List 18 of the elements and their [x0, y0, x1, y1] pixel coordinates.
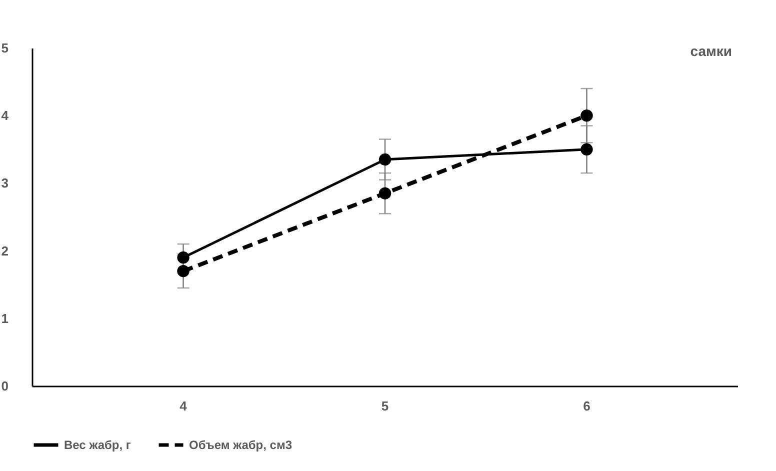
y-tick-label: 5	[1, 40, 8, 56]
point	[177, 251, 190, 264]
y-tick-label: 1	[1, 310, 8, 326]
point	[580, 109, 593, 122]
legend-label: Объем жабр, см3	[189, 438, 292, 452]
y-tick-label: 3	[1, 176, 8, 191]
point	[580, 143, 593, 156]
point	[378, 153, 392, 166]
y-tick-label: 4	[1, 108, 10, 124]
x-tick-label: 5	[381, 398, 389, 414]
point	[177, 264, 190, 278]
y-tick-label: 2	[1, 243, 8, 258]
x-tick-label: 4	[180, 398, 188, 414]
point	[378, 187, 392, 200]
y-tick-label: 0	[1, 378, 8, 394]
x-tick-label: 6	[583, 398, 590, 414]
legend-label: Вес жабр, г	[64, 438, 131, 452]
annotation: самки	[690, 43, 732, 59]
